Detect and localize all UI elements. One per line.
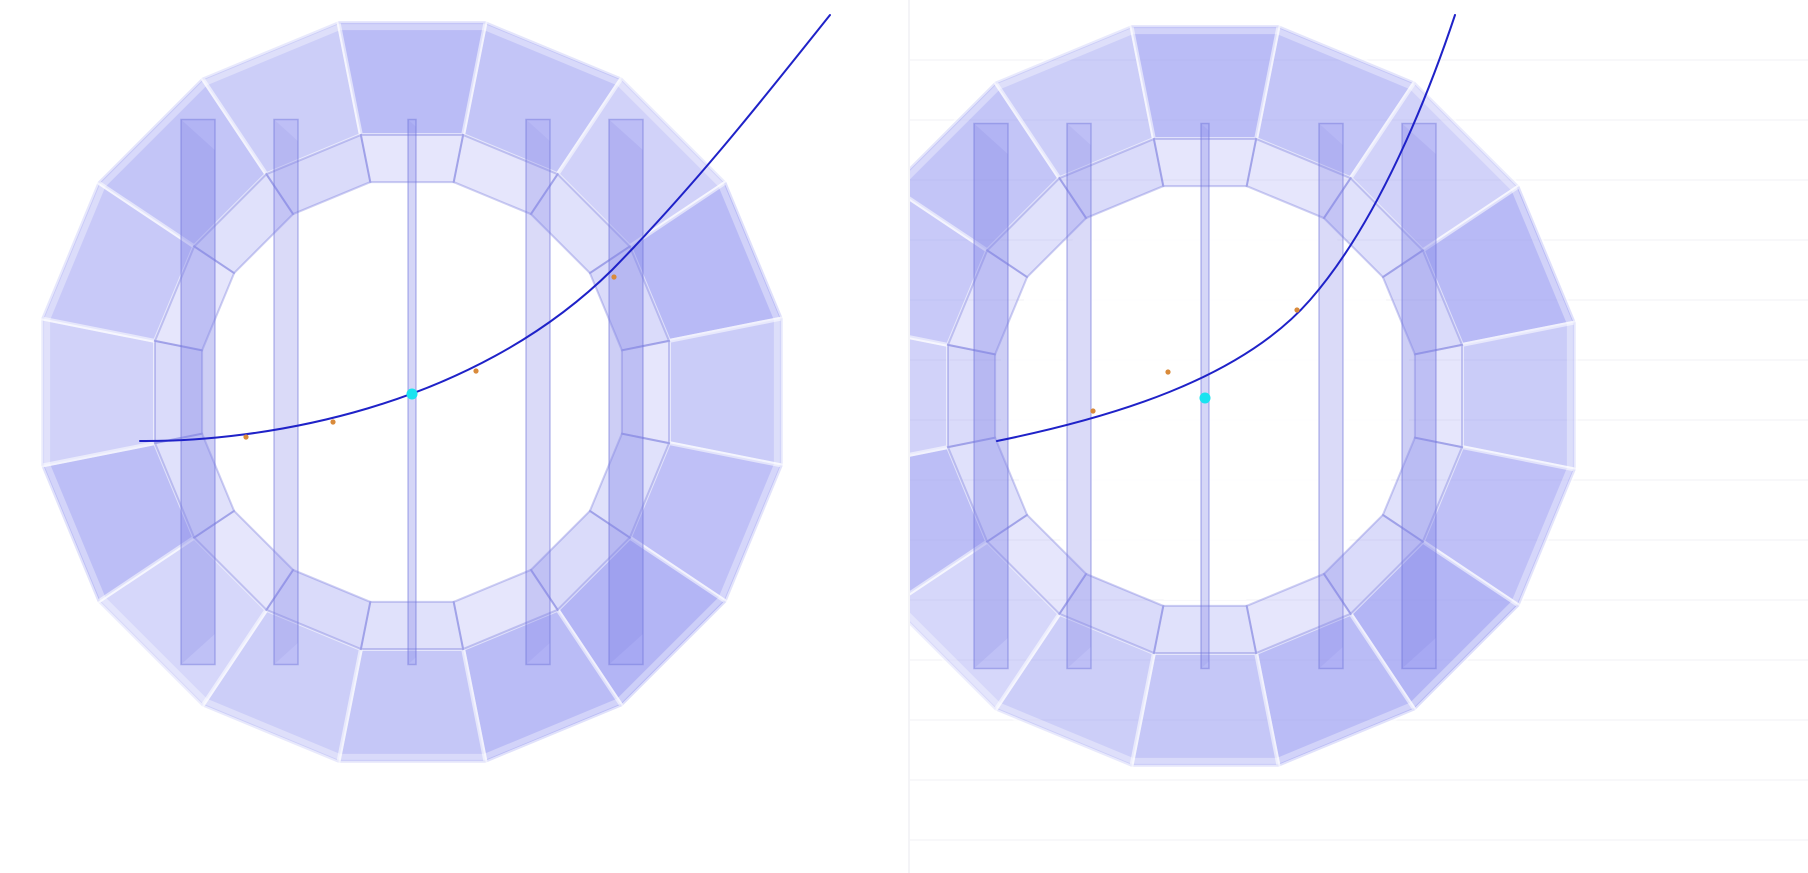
- tracker-plane-face: [274, 119, 298, 665]
- interaction-point: [1199, 392, 1211, 404]
- middle-ring-segment: [264, 133, 372, 216]
- middle-ring-segment: [620, 339, 670, 445]
- middle-ring-segment: [153, 244, 236, 352]
- middle-ring-segment: [529, 172, 632, 275]
- tracker-plane: [608, 118, 644, 666]
- middle-ring-segment: [359, 600, 465, 650]
- middle-ring-segment: [1152, 604, 1258, 654]
- detector-view-left: [39, 14, 831, 765]
- track-hit: [1090, 408, 1096, 414]
- middle-ring-segment: [154, 339, 204, 445]
- outer-ring-rim: [44, 24, 780, 760]
- middle-ring: [153, 133, 671, 651]
- middle-ring-segment: [1381, 248, 1464, 356]
- middle-ring-segment: [1245, 572, 1353, 655]
- track-hit: [1165, 369, 1171, 375]
- detector-view-left-svg: [39, 14, 831, 765]
- middle-ring-segment: [1381, 436, 1464, 544]
- detector-view-right-svg: [910, 14, 1808, 841]
- middle-ring-segment: [588, 432, 671, 540]
- middle-ring-segment: [1152, 138, 1258, 188]
- tracker-plane-face: [1067, 123, 1091, 669]
- tracker-plane-face: [1402, 123, 1436, 669]
- middle-ring-segment: [985, 513, 1088, 616]
- middle-ring-segment: [359, 134, 465, 184]
- middle-ring-segment: [947, 343, 997, 449]
- interaction-point: [406, 388, 418, 400]
- track-hit: [330, 419, 336, 425]
- middle-ring-segment: [1057, 137, 1165, 220]
- middle-ring-segment: [153, 432, 236, 540]
- middle-ring-segment: [264, 568, 372, 651]
- middle-ring-segment: [529, 509, 632, 612]
- middle-ring-segment: [192, 509, 295, 612]
- middle-ring-segment: [192, 172, 295, 275]
- outer-ring-rim: [910, 28, 1573, 764]
- middle-ring-segment: [452, 133, 560, 216]
- detector-view-right: [910, 0, 1808, 873]
- tracker-plane: [273, 118, 299, 666]
- track-hit: [473, 368, 479, 374]
- middle-ring-segment: [946, 248, 1029, 356]
- tracker-plane: [180, 118, 216, 666]
- outer-ring-segment: [1460, 320, 1578, 472]
- track-hit: [611, 274, 617, 280]
- tracker-plane-face: [609, 119, 643, 665]
- middle-ring-segment: [1245, 137, 1353, 220]
- tracker-plane: [525, 118, 551, 666]
- middle-ring: [946, 137, 1464, 655]
- track-hit: [1294, 307, 1300, 313]
- outer-ring-segment: [336, 19, 488, 137]
- middle-ring-segment: [1057, 572, 1165, 655]
- track-hit: [243, 434, 249, 440]
- outer-ring-segment: [667, 316, 785, 468]
- outer-ring: [39, 19, 785, 765]
- outer-ring-segment: [39, 316, 157, 468]
- curved-track: [996, 14, 1456, 442]
- middle-ring-segment: [946, 436, 1029, 544]
- tracker-plane-face: [181, 119, 215, 665]
- left-view-group: [39, 14, 831, 765]
- middle-ring-segment: [1322, 176, 1425, 279]
- view-divider: [908, 0, 910, 873]
- middle-ring-segment: [1413, 343, 1463, 449]
- tracker-plane-face: [974, 123, 1008, 669]
- outer-ring-segment: [1129, 651, 1281, 769]
- middle-ring-segment: [985, 176, 1088, 279]
- outer-ring-segment: [1129, 23, 1281, 141]
- tracker-plane-face: [526, 119, 550, 665]
- curved-track: [139, 14, 831, 443]
- middle-ring-segment: [1322, 513, 1425, 616]
- right-view-group: [910, 14, 1578, 769]
- outer-ring: [910, 23, 1578, 769]
- tracker-plane: [1318, 122, 1344, 670]
- tracker-plane: [1066, 122, 1092, 670]
- middle-ring-segment: [452, 568, 560, 651]
- tracker-plane-face: [1319, 123, 1343, 669]
- outer-ring-segment: [336, 647, 488, 765]
- tracker-plane: [1401, 122, 1437, 670]
- tracker-plane: [973, 122, 1009, 670]
